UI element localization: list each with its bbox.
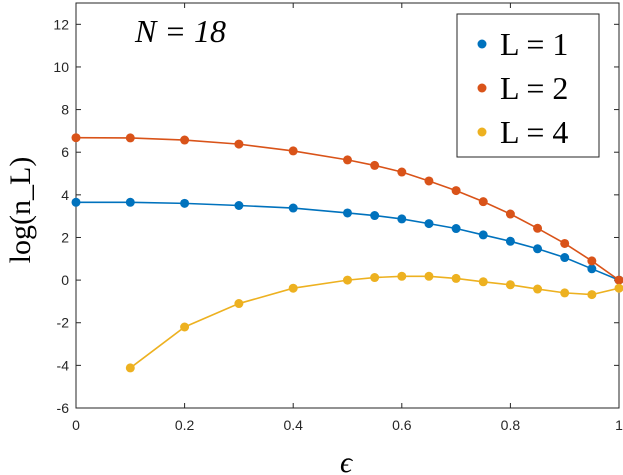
x-tick-label: 0.8 [501, 417, 521, 433]
n-annotation: N = 18 [134, 13, 226, 49]
data-point [343, 155, 352, 165]
data-point [505, 209, 515, 219]
data-point [533, 284, 543, 294]
y-tick-label: -2 [57, 315, 70, 331]
y-tick-label: 8 [61, 102, 69, 118]
x-axis: 0 0.2 0.4 0.6 0.8 1 [72, 3, 623, 433]
series-line [75, 136, 620, 281]
data-point [451, 273, 461, 283]
data-point [505, 280, 515, 290]
data-point [71, 133, 81, 143]
data-point [560, 253, 570, 263]
data-point [288, 146, 298, 156]
legend-label: L = 4 [500, 114, 568, 150]
data-point [560, 238, 570, 248]
series-line [76, 201, 620, 281]
data-point [587, 256, 597, 266]
y-axis-label: log(n_L) [4, 157, 37, 264]
data-point [587, 290, 597, 300]
data-point [343, 208, 352, 218]
data-point [424, 176, 434, 186]
data-point [397, 271, 407, 281]
y-tick-label: 12 [53, 16, 69, 32]
data-point [180, 322, 190, 332]
data-point [560, 288, 570, 298]
series-layer [71, 133, 623, 373]
y-tick-label: 10 [53, 59, 69, 75]
data-point [370, 273, 380, 283]
series-line [129, 275, 620, 369]
data-point [424, 219, 434, 229]
data-point [451, 224, 461, 234]
y-axis: -6 -4 -2 0 2 4 6 8 10 12 [53, 16, 619, 416]
x-axis-label: ϵ [340, 446, 354, 475]
data-point [125, 363, 135, 373]
data-point [533, 244, 543, 254]
legend-marker [477, 127, 487, 137]
data-point [370, 211, 380, 221]
data-point [125, 197, 135, 207]
data-point [71, 197, 81, 207]
x-tick-label: 0.6 [392, 417, 412, 433]
legend-label: L = 2 [500, 70, 568, 106]
x-tick-label: 0.2 [175, 417, 195, 433]
legend: L = 1 L = 2 L = 4 [456, 13, 600, 158]
data-point [478, 277, 488, 287]
legend-label: L = 1 [500, 26, 568, 62]
data-point [478, 197, 488, 207]
data-point [505, 236, 515, 246]
data-point [288, 283, 298, 293]
data-point [397, 167, 407, 177]
legend-marker [477, 83, 487, 93]
data-point [614, 275, 623, 285]
data-point [343, 275, 352, 285]
data-point [614, 283, 623, 293]
x-tick-label: 1 [615, 417, 623, 433]
legend-marker [477, 39, 487, 49]
data-point [533, 223, 543, 233]
series-2 [71, 133, 623, 285]
x-tick-label: 0 [72, 417, 80, 433]
series-3 [125, 271, 623, 373]
data-point [587, 264, 597, 274]
y-tick-label: 2 [61, 229, 69, 245]
y-tick-label: 4 [61, 187, 69, 203]
data-point [451, 186, 461, 196]
data-point [370, 160, 380, 170]
data-point [397, 214, 407, 224]
y-tick-label: 0 [61, 272, 69, 288]
data-point [180, 198, 190, 208]
data-point [180, 135, 190, 145]
data-point [424, 271, 434, 281]
y-tick-label: -6 [57, 400, 70, 416]
data-point [125, 133, 135, 143]
data-point [234, 139, 244, 149]
x-tick-label: 0.4 [283, 417, 303, 433]
data-point [478, 230, 488, 240]
series-1 [71, 197, 623, 285]
data-point [234, 201, 244, 210]
y-tick-label: -4 [57, 357, 70, 373]
y-tick-label: 6 [61, 144, 69, 160]
data-point [234, 299, 244, 309]
data-point [288, 203, 298, 213]
